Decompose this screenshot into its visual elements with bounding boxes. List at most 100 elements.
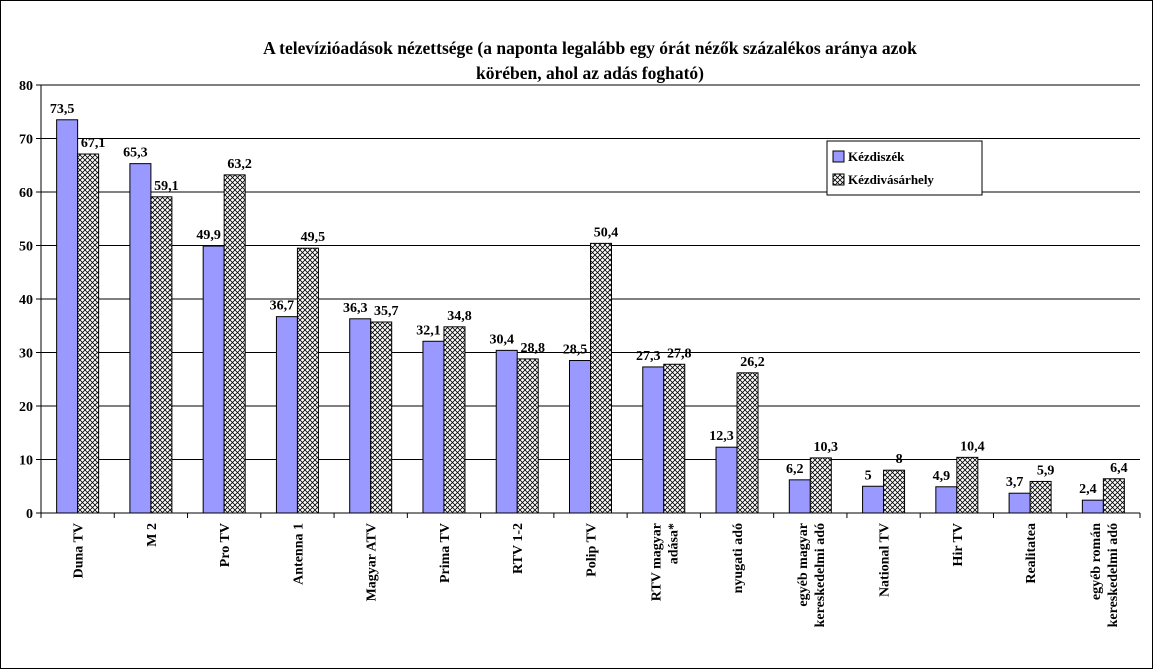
bar-kezdivasarhely bbox=[443, 326, 466, 514]
bar-kezdiszek bbox=[569, 360, 591, 514]
data-labels: 73,5 65,3 49,9 36,7 36,3 32,1 30,4 28,5 27,3 12,3… bbox=[50, 102, 1128, 497]
bar-kezdiszek bbox=[422, 340, 445, 514]
bar-kezdivasarhely bbox=[516, 358, 539, 514]
bar-kezdivasarhely bbox=[590, 242, 612, 514]
category-label: Magyar ATV bbox=[365, 523, 380, 601]
bar-kezdivasarhely bbox=[809, 457, 832, 514]
y-tick-label: 10 bbox=[19, 454, 33, 469]
y-tick-label: 50 bbox=[19, 240, 33, 255]
data-label: 3,7 bbox=[1006, 475, 1024, 490]
category-label: egyéb román bbox=[1089, 523, 1104, 600]
category-label: egyéb magyar bbox=[796, 523, 811, 607]
chart-title-line-1: A televízióadások nézettsége (a naponta … bbox=[263, 38, 917, 58]
bar-kezdiszek bbox=[495, 349, 518, 514]
data-label: 63,2 bbox=[227, 157, 252, 172]
bar-kezdiszek bbox=[788, 479, 811, 514]
bar-kezdivasarhely bbox=[736, 372, 759, 514]
chart-title: A televízióadások nézettsége (a naponta … bbox=[90, 36, 1090, 86]
legend: Kézdiszék Kézdivásárhely bbox=[826, 140, 983, 196]
category-label: Hir TV bbox=[951, 523, 966, 566]
category-label: nyugati adó bbox=[731, 523, 746, 593]
data-label: 59,1 bbox=[154, 179, 179, 194]
category-label: RTV 1-2 bbox=[511, 523, 526, 574]
bar-kezdivasarhely bbox=[1102, 478, 1125, 514]
legend-box bbox=[826, 140, 983, 196]
bar-kezdivasarhely bbox=[77, 153, 100, 514]
data-label: 6,2 bbox=[786, 462, 804, 477]
data-label: 73,5 bbox=[50, 102, 75, 117]
data-label: 26,2 bbox=[740, 355, 765, 370]
data-label: 5,9 bbox=[1037, 463, 1055, 478]
data-label: 32,1 bbox=[416, 323, 441, 338]
y-tick-label: 60 bbox=[19, 186, 33, 201]
category-label: Pro TV bbox=[218, 523, 233, 567]
category-label: kereskedelmi adó bbox=[1106, 523, 1121, 627]
data-label: 28,8 bbox=[520, 341, 545, 356]
y-tick-label: 0 bbox=[26, 507, 33, 522]
data-label: 27,3 bbox=[636, 349, 661, 364]
data-label: 50,4 bbox=[594, 225, 619, 240]
data-label: 2,4 bbox=[1079, 482, 1097, 497]
legend-label: Kézdivásárhely bbox=[848, 172, 934, 187]
legend-swatch bbox=[832, 150, 845, 163]
y-tick-label: 80 bbox=[19, 79, 33, 94]
data-label: 6,4 bbox=[1110, 461, 1128, 476]
y-tick-label: 40 bbox=[19, 293, 33, 308]
data-label: 30,4 bbox=[489, 332, 514, 347]
bar-kezdiszek bbox=[935, 486, 958, 514]
category-label: kereskedelmi adó bbox=[813, 523, 828, 627]
bar-kezdiszek bbox=[1008, 492, 1031, 514]
bar-kezdivasarhely bbox=[223, 174, 246, 514]
axes: 0 10 20 30 40 50 60 70 80 bbox=[19, 79, 1141, 522]
y-tick-label: 30 bbox=[19, 347, 33, 362]
y-tick-label: 70 bbox=[19, 133, 33, 148]
bar-kezdivasarhely bbox=[296, 247, 319, 514]
bar-kezdivasarhely bbox=[150, 196, 173, 514]
category-labels: Duna TV M 2 Pro TV Antenna 1 Magyar ATV Prima… bbox=[72, 523, 1121, 628]
data-label: 10,3 bbox=[814, 440, 839, 455]
category-label: Realitatea bbox=[1024, 523, 1039, 584]
bar-kezdiszek bbox=[129, 163, 152, 514]
data-label: 8 bbox=[896, 452, 903, 467]
data-label: 34,8 bbox=[447, 309, 472, 324]
data-label: 67,1 bbox=[81, 136, 106, 151]
bar-kezdiszek bbox=[275, 316, 298, 514]
data-label: 49,9 bbox=[196, 228, 221, 243]
category-label: M 2 bbox=[145, 523, 160, 547]
category-label: RTV magyar bbox=[649, 523, 664, 601]
data-label: 27,8 bbox=[667, 346, 692, 361]
data-label: 12,3 bbox=[709, 429, 734, 444]
bar-kezdivasarhely bbox=[1029, 480, 1052, 514]
bar-kezdiszek bbox=[715, 446, 738, 514]
data-label: 36,3 bbox=[343, 301, 368, 316]
bar-kezdiszek bbox=[862, 485, 885, 514]
bar-kezdivasarhely bbox=[663, 363, 686, 514]
chart-title-line-2: körében, ahol az adás fogható) bbox=[476, 63, 704, 83]
category-label: Prima TV bbox=[438, 523, 453, 583]
category-label: Antenna 1 bbox=[291, 523, 306, 585]
data-label: 4,9 bbox=[933, 469, 951, 484]
legend-label: Kézdiszék bbox=[848, 149, 905, 164]
category-label: Duna TV bbox=[72, 523, 87, 578]
data-label: 36,7 bbox=[270, 299, 295, 314]
bar-kezdivasarhely bbox=[883, 469, 906, 514]
data-label: 10,4 bbox=[960, 439, 985, 454]
bars bbox=[56, 119, 1125, 514]
category-label: adása* bbox=[666, 523, 681, 564]
bar-kezdiszek bbox=[1081, 499, 1104, 514]
legend-swatch bbox=[832, 173, 845, 186]
bar-kezdiszek bbox=[56, 119, 79, 514]
y-tick-label: 20 bbox=[19, 400, 33, 415]
bar-kezdiszek bbox=[642, 366, 665, 514]
bar-kezdiszek bbox=[202, 245, 225, 514]
data-label: 28,5 bbox=[563, 343, 588, 358]
bar-kezdiszek bbox=[349, 318, 372, 514]
category-label: National TV bbox=[878, 523, 893, 597]
data-label: 5 bbox=[865, 468, 872, 483]
data-label: 49,5 bbox=[301, 230, 326, 245]
data-label: 65,3 bbox=[123, 146, 148, 161]
bar-kezdivasarhely bbox=[956, 456, 979, 514]
bar-kezdivasarhely bbox=[370, 321, 393, 514]
